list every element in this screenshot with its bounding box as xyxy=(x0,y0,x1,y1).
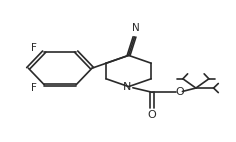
Text: O: O xyxy=(148,110,157,120)
Text: F: F xyxy=(31,83,37,93)
Text: N: N xyxy=(132,23,139,33)
Text: F: F xyxy=(31,43,37,53)
Text: N: N xyxy=(123,82,132,92)
Text: O: O xyxy=(176,87,185,97)
